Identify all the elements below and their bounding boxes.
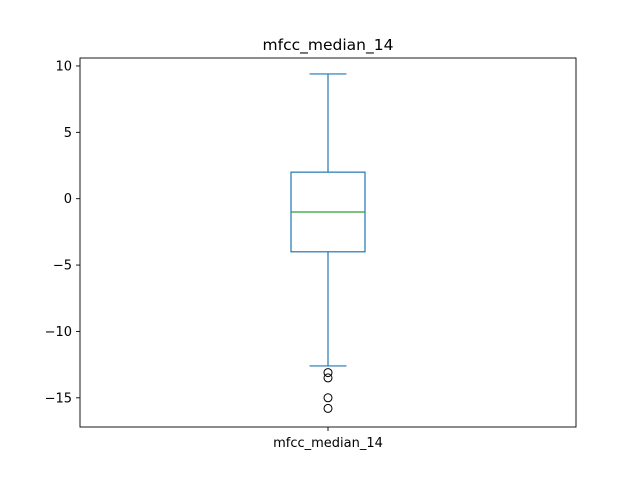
y-tick-label: −5 (53, 259, 72, 274)
y-tick-label: −15 (45, 391, 72, 406)
chart-title: mfcc_median_14 (263, 36, 394, 55)
outlier-point (323, 393, 333, 403)
x-tick-label: mfcc_median_14 (273, 436, 383, 451)
y-tick-label: 0 (64, 192, 72, 207)
plot-area: mfcc_median_14 10 5 0 −5 −10 −15 (45, 57, 577, 451)
y-tick-label: 10 (55, 59, 72, 74)
outlier-point (323, 368, 333, 378)
axes-frame (79, 57, 577, 428)
outlier-point (323, 403, 333, 413)
y-tick-label: −10 (45, 325, 72, 340)
y-tick-label: 5 (64, 126, 72, 141)
outlier-point (323, 373, 333, 383)
